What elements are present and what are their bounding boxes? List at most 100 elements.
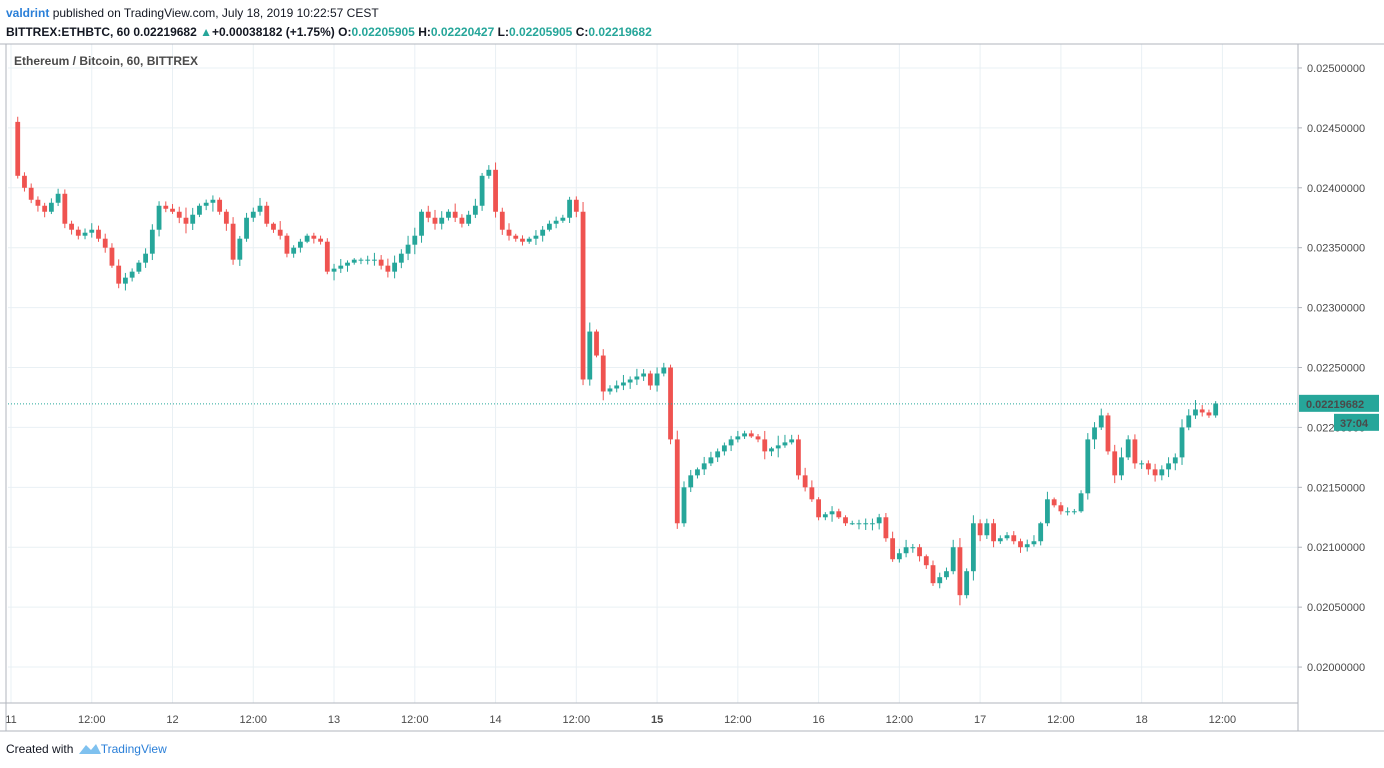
close-label: C: [575,25,589,39]
candle-body [48,202,54,212]
candle-body [1045,499,1050,524]
tradingview-brand[interactable]: TradingView [100,742,167,756]
candle-body [721,445,727,452]
candle-body [957,547,963,596]
published-text: published on TradingView.com, July 18, 2… [52,6,379,20]
high-value: 0.02220427 [430,25,495,39]
candle-body [600,355,606,392]
current-price-badge [1299,394,1379,412]
x-tick-label: 13 [328,714,340,726]
candle-body [149,229,155,254]
candle-body [129,271,135,278]
candle-body [607,388,613,392]
candle-body [358,259,364,261]
candle-body [896,553,902,560]
candle-body [903,547,909,554]
candle-body [291,247,297,254]
x-tick-label: 12:00 [240,714,268,726]
candle-body [1085,439,1091,494]
x-tick-label: 12:00 [401,714,429,726]
candle-body [1193,409,1198,416]
candle-body [1058,505,1064,512]
candle-body [1186,415,1192,428]
x-tick-label: 12:00 [1047,714,1075,726]
candle-body [277,229,283,236]
candle-body [1159,469,1165,476]
candle-body [230,223,236,260]
price-chart[interactable]: 0.02500000 0.02450000 0.02400000 0.02350000… [0,0,1384,740]
candle-body [836,511,842,518]
candle-body [1031,541,1037,545]
candle-body [479,175,485,206]
candle-body [917,547,922,557]
candle-body [15,121,21,176]
candle-body [822,514,828,518]
created-with-text: Created with [6,742,74,756]
candle-body [856,523,862,525]
candle-body [950,547,956,572]
candle-body [621,382,626,386]
candle-body [1139,463,1145,465]
candle-body [762,439,768,452]
candle-body [923,556,929,566]
publish-line: valdrint published on TradingView.com, J… [6,5,652,21]
candle-body [365,259,371,261]
grid-lines [8,44,1298,703]
candle-body [123,277,128,284]
close-value: 0.02219682 [588,25,652,39]
candle-body [486,169,492,176]
candle-body [937,577,943,584]
candle-body [1038,523,1044,542]
candle-body [688,475,694,488]
candle-body [533,235,539,239]
candle-body [560,217,566,221]
candle-body [412,235,418,245]
candle-body [802,475,808,488]
low-label: L: [497,25,509,39]
x-tick-label: 12:00 [563,714,591,726]
candle-body [1018,541,1023,548]
x-tick-label: 12:00 [1209,714,1237,726]
candle-body [284,235,290,254]
candle-body [466,214,472,224]
candle-body [351,259,357,263]
candle-body [681,487,687,524]
candle-body [580,211,586,380]
candle-body [1105,415,1111,452]
candle-body [849,523,855,525]
ohlc-line: BITTREX:ETHBTC, 60 0.02219682 ▲+0.000381… [6,24,652,40]
candle-body [372,259,377,261]
candle-body [1172,457,1178,464]
candle-body [237,238,243,260]
candle-body [42,205,48,212]
candle-body [910,547,916,549]
y-tick-label: 0.02050000 [1307,602,1365,614]
open-label: O: [338,25,352,39]
y-tick-label: 0.02300000 [1307,303,1365,315]
candle-body [297,241,303,248]
high-label: H: [418,25,431,39]
open-value: 0.02205905 [351,25,415,39]
candle-body [661,367,667,374]
candle-body [89,229,95,233]
countdown-label: 37:04 [1340,418,1369,430]
x-tick-label: 11 [5,714,16,726]
candle-body [136,262,142,272]
candle-body [816,499,821,518]
candle-body [991,523,996,542]
candle-body [843,517,848,524]
candle-body [197,205,202,215]
candle-body [223,211,229,224]
candle-body [1179,427,1185,458]
candle-body [506,229,512,236]
candle-body [318,238,323,242]
candle-body [419,211,424,236]
candle-body [930,565,936,584]
chart-header: valdrint published on TradingView.com, J… [6,5,652,40]
candle-body [708,457,714,464]
candle-body [876,517,882,524]
author-link[interactable]: valdrint [6,6,50,20]
symbol-label: BITTREX:ETHBTC, 60 [6,25,131,39]
candle-body [634,376,640,380]
candle-body [870,523,875,525]
